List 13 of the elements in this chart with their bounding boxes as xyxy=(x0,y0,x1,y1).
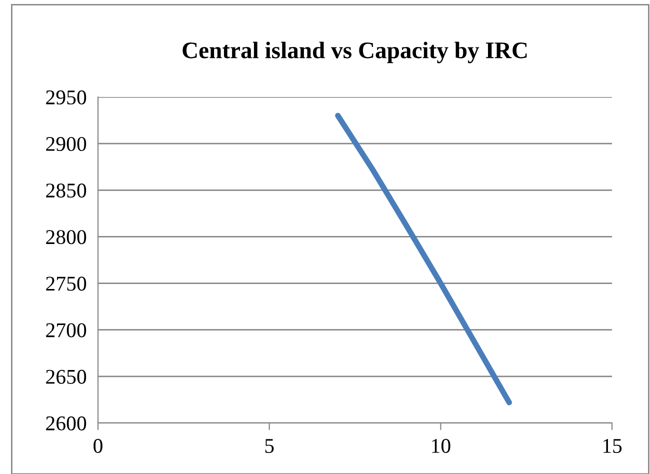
chart-title: Central island vs Capacity by IRC xyxy=(182,42,527,64)
y-tick-label: 2950 xyxy=(46,90,86,104)
y-tick-label: 2750 xyxy=(46,276,86,291)
x-tick-label: 0 xyxy=(94,438,102,453)
x-tick-label: 10 xyxy=(432,438,450,453)
y-tick-label: 2600 xyxy=(46,416,86,430)
y-tick-label: 2700 xyxy=(46,323,86,338)
y-tick-label: 2650 xyxy=(46,370,86,384)
y-tick-label: 2800 xyxy=(46,230,86,244)
y-tick-label: 2900 xyxy=(46,136,86,152)
x-tick-label: 5 xyxy=(265,439,274,453)
y-tick-label: 2850 xyxy=(46,184,86,198)
x-tick-label: 15 xyxy=(603,438,622,453)
